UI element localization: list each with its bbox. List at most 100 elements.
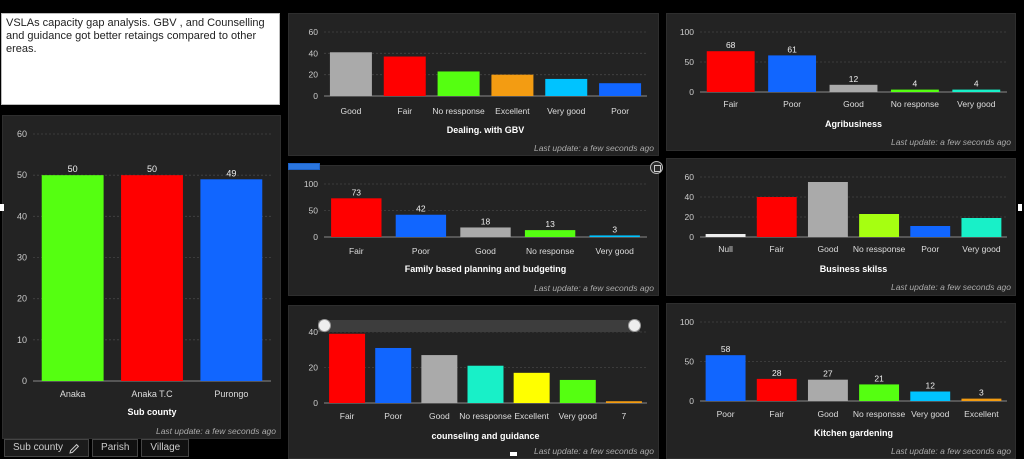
counsel-bar[interactable] — [559, 379, 596, 403]
slider-right-handle[interactable] — [628, 319, 641, 332]
family-x-tick-label: No response — [526, 246, 574, 256]
kitchen-bar[interactable] — [756, 378, 797, 401]
agri-bar[interactable] — [890, 89, 939, 92]
business-chart-title: Business skilss — [820, 264, 888, 274]
agri-y-tick-label: 0 — [689, 87, 694, 97]
family-y-tick-label: 50 — [309, 206, 319, 216]
subcounty-chart-panel: 0 10 20 30 40 50 60 50 Anaka 50 Anaka T.C 49 Purongo… — [2, 115, 281, 439]
counsel-bar[interactable] — [421, 355, 458, 403]
kitchen-bar[interactable] — [807, 379, 848, 401]
gbv-bar[interactable] — [383, 56, 426, 96]
kitchen-bar[interactable] — [961, 398, 1002, 401]
family-x-tick-label: Very good — [596, 246, 635, 256]
family-chart-svg: 0 50 100 73 Fair 42 Poor 18 Good 13 No response 3 Ve… — [304, 179, 654, 293]
business-bar[interactable] — [705, 234, 746, 237]
kitchen-x-tick-label: Excellent — [964, 409, 999, 419]
agri-x-tick-label: No response — [891, 99, 939, 109]
family-planning-chart-panel: 0 50 100 73 Fair 42 Poor 18 Good 13 No response 3 Ve… — [288, 165, 659, 296]
gbv-bar[interactable] — [437, 71, 480, 96]
family-bar[interactable] — [589, 235, 640, 237]
kitchen-x-tick-label: Good — [818, 409, 839, 419]
kitchen-chart-svg: 0 50 100 58 Poor 28 Fair 27 Good 21 No responsse 12… — [680, 317, 1011, 456]
subcounty-y-tick-label: 0 — [22, 376, 27, 386]
slider-left-handle[interactable] — [318, 319, 331, 332]
kitchen-bar[interactable] — [859, 384, 900, 401]
expand-icon[interactable] — [650, 161, 663, 174]
subcounty-bar[interactable] — [41, 175, 104, 381]
agri-chart-svg: 0 50 100 68 Fair 61 Poor 12 Good 4 No response 4 Ver… — [680, 27, 1011, 147]
resize-handle-left[interactable] — [0, 204, 4, 211]
business-y-tick-label: 20 — [685, 212, 695, 222]
tab-sub-county[interactable]: Sub county — [4, 439, 90, 457]
kitchen-bar[interactable] — [910, 391, 951, 401]
agri-bar[interactable] — [829, 84, 878, 92]
kitchen-x-tick-label: Very good — [911, 409, 950, 419]
business-bar[interactable] — [961, 218, 1002, 237]
selection-marker[interactable] — [288, 163, 320, 170]
kitchen-x-tick-label: Poor — [717, 409, 735, 419]
gbv-y-tick-label: 0 — [313, 91, 318, 101]
business-bar[interactable] — [756, 197, 797, 237]
business-x-tick-label: No ressponse — [853, 244, 906, 254]
counsel-y-tick-label: 20 — [309, 363, 319, 373]
gbv-bar[interactable] — [545, 78, 588, 96]
tab-village[interactable]: Village — [141, 439, 190, 457]
subcounty-bar[interactable] — [200, 179, 263, 381]
resize-handle-bottom[interactable] — [510, 452, 517, 456]
business-x-tick-label: Very good — [962, 244, 1001, 254]
business-bar[interactable] — [859, 214, 900, 237]
counsel-bar[interactable] — [513, 372, 550, 403]
pencil-icon[interactable] — [69, 443, 80, 454]
counsel-bar[interactable] — [605, 401, 642, 403]
kitchen-data-label: 12 — [926, 381, 936, 391]
kitchen-data-label: 3 — [979, 388, 984, 398]
subcounty-data-label: 50 — [68, 164, 78, 174]
gbv-y-tick-label: 40 — [309, 48, 319, 58]
family-data-label: 3 — [612, 224, 617, 234]
kitchen-data-label: 28 — [772, 368, 782, 378]
family-x-tick-label: Poor — [412, 246, 430, 256]
counsel-y-tick-label: 40 — [309, 327, 319, 337]
gbv-y-tick-label: 60 — [309, 27, 319, 37]
zoom-slider[interactable] — [318, 319, 641, 332]
family-x-tick-label: Good — [475, 246, 496, 256]
family-bar[interactable] — [460, 227, 511, 237]
counsel-x-tick-label: No ressponse — [459, 411, 512, 421]
subcounty-data-label: 50 — [147, 164, 157, 174]
subcounty-x-tick-label: Purongo — [214, 389, 248, 399]
business-bar[interactable] — [910, 226, 951, 237]
gbv-chart-title: Dealing. with GBV — [447, 125, 525, 135]
business-x-tick-label: Good — [818, 244, 839, 254]
family-bar[interactable] — [524, 230, 576, 237]
subcounty-bar[interactable] — [121, 175, 183, 381]
subcounty-y-tick-label: 50 — [17, 170, 27, 180]
counsel-x-tick-label: Excellent — [514, 411, 549, 421]
counsel-bar[interactable] — [329, 333, 366, 403]
kitchen-bar[interactable] — [705, 355, 746, 401]
family-bar[interactable] — [395, 214, 447, 237]
family-bar[interactable] — [331, 198, 382, 237]
counsel-bar[interactable] — [375, 347, 412, 403]
selector-tabs: Sub county Parish Village — [4, 439, 190, 457]
gbv-bar[interactable] — [599, 83, 642, 96]
business-bar[interactable] — [807, 182, 848, 237]
agri-data-label: 4 — [913, 79, 918, 89]
tab-parish[interactable]: Parish — [92, 439, 139, 457]
subcounty-y-tick-label: 60 — [17, 129, 27, 139]
family-chart-title: Family based planning and budgeting — [405, 264, 567, 274]
agri-x-tick-label: Poor — [783, 99, 801, 109]
gbv-last-update: Last update: a few seconds ago — [534, 143, 654, 153]
subcounty-data-label: 49 — [226, 168, 236, 178]
agri-x-tick-label: Fair — [723, 99, 738, 109]
counsel-bar[interactable] — [467, 365, 504, 403]
agri-bar[interactable] — [952, 89, 1001, 92]
gbv-bar[interactable] — [491, 74, 534, 96]
agri-bar[interactable] — [768, 55, 817, 92]
resize-handle-right[interactable] — [1018, 204, 1022, 211]
gbv-x-tick-label: Excellent — [495, 106, 530, 116]
agribusiness-chart-panel: 0 50 100 68 Fair 61 Poor 12 Good 4 No response 4 Ver… — [666, 13, 1016, 151]
family-x-tick-label: Fair — [349, 246, 364, 256]
agri-bar[interactable] — [706, 51, 755, 92]
gbv-bar[interactable] — [329, 52, 372, 96]
business-last-update: Last update: a few seconds ago — [891, 282, 1011, 292]
